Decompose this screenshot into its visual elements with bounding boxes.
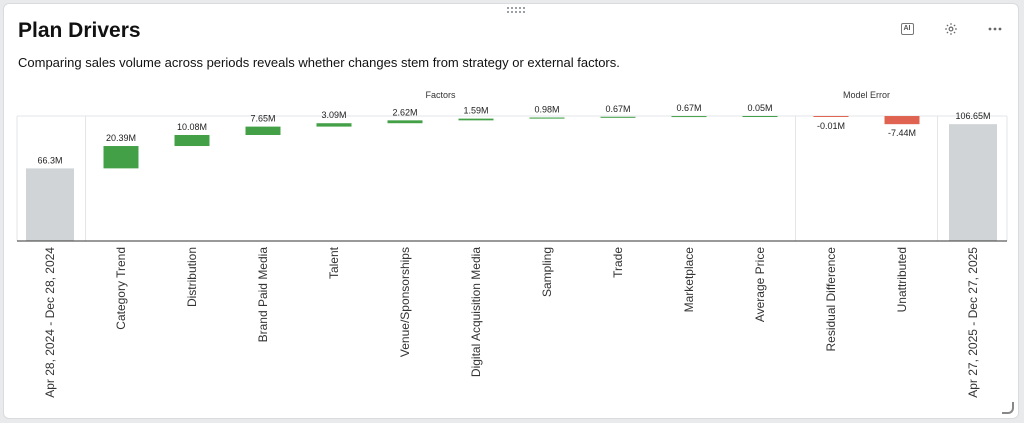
bar-3: [245, 126, 281, 135]
data-label-1: 20.39M: [106, 133, 136, 143]
bar-5: [387, 120, 423, 124]
bar-2: [174, 134, 210, 147]
tick-label-2: Distribution: [185, 247, 199, 307]
data-label-3: 7.65M: [250, 114, 275, 124]
card-toolbar: AI: [898, 20, 1004, 38]
data-label-4: 3.09M: [321, 110, 346, 120]
waterfall-chart: Factors Model Error 66.3M 20.39M 10.08M 7.65M…: [16, 90, 1008, 398]
more-button[interactable]: [986, 20, 1004, 38]
page-title: Plan Drivers: [18, 19, 141, 42]
tick-label-6: Digital Acquisition Media: [469, 247, 483, 377]
data-label-6: 1.59M: [463, 106, 488, 116]
data-label-5: 2.62M: [392, 107, 417, 117]
data-label-0: 66.3M: [37, 155, 62, 165]
bar-6: [458, 118, 494, 121]
bar-12: [884, 116, 920, 125]
tick-label-5: Venue/Sponsorships: [398, 247, 412, 357]
bar-4: [316, 123, 352, 127]
tick-label-3: Brand Paid Media: [256, 247, 270, 343]
bar-0: [26, 168, 74, 241]
resize-handle-icon[interactable]: [1002, 402, 1014, 414]
data-label-7: 0.98M: [534, 105, 559, 115]
bar-13: [949, 124, 997, 241]
settings-button[interactable]: [942, 20, 960, 38]
bar-7: [529, 117, 565, 119]
data-label-11: -0.01M: [817, 121, 845, 131]
ai-icon: AI: [900, 23, 914, 35]
more-icon: [988, 27, 1002, 31]
ai-button[interactable]: AI: [898, 20, 916, 38]
gear-icon: [945, 23, 957, 35]
data-label-13: 106.65M: [955, 111, 990, 121]
tick-label-0: Apr 28, 2024 - Dec 28, 2024: [43, 247, 57, 398]
data-label-8: 0.67M: [605, 104, 630, 114]
bar-9: [671, 116, 707, 118]
plan-drivers-card: Plan Drivers Comparing sales volume acro…: [3, 3, 1019, 419]
bar-11: [813, 116, 849, 118]
tick-label-4: Talent: [327, 246, 341, 279]
tick-label-7: Sampling: [540, 247, 554, 297]
tick-label-11: Residual Difference: [824, 247, 838, 352]
bar-1: [103, 146, 139, 169]
drag-handle-icon[interactable]: [507, 7, 525, 15]
group-label-factors: Factors: [425, 90, 456, 100]
tick-label-1: Category Trend: [114, 247, 128, 330]
page-subtitle: Comparing sales volume across periods re…: [18, 55, 620, 70]
data-label-2: 10.08M: [177, 122, 207, 132]
tick-label-10: Average Price: [753, 247, 767, 322]
data-label-12: -7.44M: [888, 128, 916, 138]
group-label-model-error: Model Error: [843, 90, 890, 100]
bar-10: [742, 116, 778, 118]
bar-8: [600, 116, 636, 118]
tick-label-9: Marketplace: [682, 247, 696, 313]
data-label-9: 0.67M: [676, 103, 701, 113]
tick-label-12: Unattributed: [895, 247, 909, 312]
data-label-10: 0.05M: [747, 103, 772, 113]
tick-label-13: Apr 27, 2025 - Dec 27, 2025: [966, 247, 980, 398]
tick-label-8: Trade: [611, 247, 625, 278]
